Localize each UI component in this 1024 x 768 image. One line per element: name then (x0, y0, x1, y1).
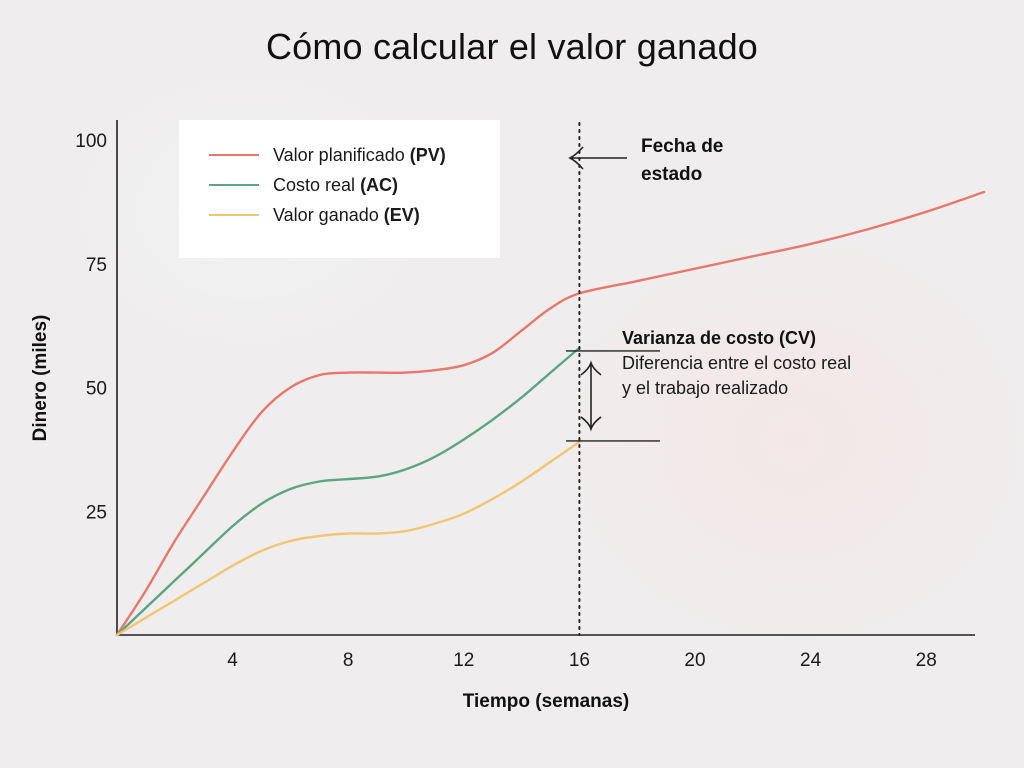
x-tick-label: 24 (800, 650, 822, 671)
x-tick-label: 16 (569, 650, 590, 671)
legend-label-ev: Valor ganado (EV) (273, 204, 420, 225)
legend-label-pv: Valor planificado (PV) (273, 144, 446, 165)
status-arrow-head (568, 146, 584, 170)
chart-title: Cómo calcular el valor ganado (265, 26, 759, 67)
legend-swatch-ac (209, 184, 259, 186)
cv-desc-line1: Diferencia entre el costo real (622, 353, 852, 373)
y-tick-label: 25 (86, 502, 107, 523)
cv-desc-line2: y el trabajo realizado (622, 378, 789, 398)
x-tick-label: 4 (227, 650, 238, 671)
y-tick-label: 100 (75, 131, 107, 152)
cv-title: Varianza de costo (CV) (622, 328, 817, 348)
legend-item-ac: Costo real (AC) (209, 173, 398, 197)
cv-arrow-head-down (580, 416, 602, 432)
legend-swatch-ev (209, 214, 259, 216)
cost-variance-annotation: Varianza de costo (CV) Diferencia entre … (622, 326, 922, 401)
status-date-label: Fecha de estado (641, 136, 724, 185)
cv-arrow-head-up (580, 360, 602, 376)
y-tick-label: 75 (86, 255, 107, 276)
legend-item-ev: Valor ganado (EV) (209, 203, 420, 227)
x-tick-label: 28 (916, 650, 937, 671)
x-tick-label: 12 (453, 650, 474, 671)
legend-swatch-pv (209, 154, 259, 156)
x-axis-title: Tiempo (semanas) (463, 691, 629, 712)
legend-label-ac: Costo real (AC) (273, 174, 399, 195)
series-line-ev (115, 440, 581, 637)
legend-item-pv: Valor planificado (PV) (209, 143, 446, 167)
x-tick-label: 20 (684, 650, 705, 671)
series-line-ac (115, 346, 581, 637)
legend: Valor planificado (PV) Costo real (AC) V… (179, 120, 500, 258)
background-glow (560, 230, 1024, 650)
y-tick-label: 50 (86, 379, 107, 400)
y-axis-title: Dinero (miles) (30, 315, 51, 442)
x-tick-label: 8 (343, 650, 354, 671)
series-line-pv (115, 190, 986, 637)
